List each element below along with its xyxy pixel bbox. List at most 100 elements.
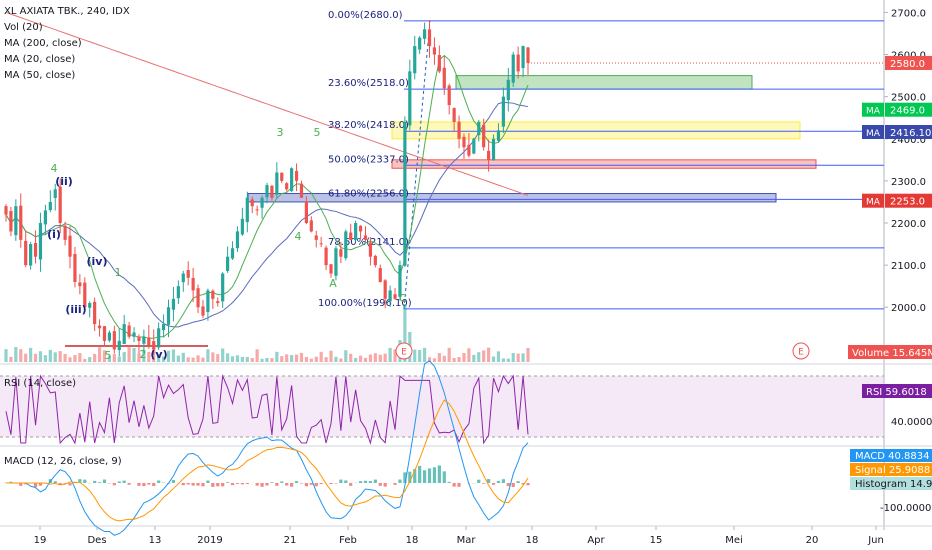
candle-body xyxy=(422,29,427,39)
macd-hist-bar xyxy=(511,483,515,487)
macd-hist-bar xyxy=(501,479,505,483)
price-tick-label: 2100.0 xyxy=(891,261,926,272)
macd-hist-bar xyxy=(452,483,456,487)
time-tick-label: 18 xyxy=(406,535,419,546)
candle-body xyxy=(299,183,304,198)
macd-hist-bar xyxy=(398,479,402,483)
candle-body xyxy=(235,231,240,249)
volume-bar xyxy=(462,353,466,362)
macd-tag-bg xyxy=(850,477,932,490)
macd-axis-label: -100.0000 xyxy=(880,503,931,514)
candle-body xyxy=(482,124,486,148)
ma50-tag-bg xyxy=(885,124,932,139)
macd-hist-bar xyxy=(181,483,185,486)
candle-body xyxy=(501,96,505,127)
candle-body xyxy=(107,332,112,341)
ma200-line xyxy=(5,11,529,196)
wave-label: (iii) xyxy=(65,303,86,316)
candle-body xyxy=(270,185,274,198)
volume-bar xyxy=(329,350,333,362)
macd-hist-bar xyxy=(314,483,318,487)
macd-hist-bar xyxy=(477,479,481,483)
wave-label: 1 xyxy=(115,266,122,279)
macd-hist-bar xyxy=(319,483,323,484)
volume-bar xyxy=(354,357,358,362)
candle-body xyxy=(142,336,146,344)
ma200-tag-prefix: MA xyxy=(866,198,881,208)
macd-hist-bar xyxy=(299,483,304,484)
macd-hist-bar xyxy=(344,480,348,483)
yellow-zone xyxy=(391,121,801,140)
candle-body xyxy=(447,85,451,106)
volume-bar xyxy=(137,353,141,362)
volume-bar xyxy=(319,351,323,362)
price-tick-label: 2500.0 xyxy=(891,93,926,104)
volume-bar xyxy=(472,354,476,362)
volume-bar xyxy=(482,350,486,362)
volume-bar xyxy=(422,347,427,362)
candle-body xyxy=(314,235,318,240)
candle-body xyxy=(161,324,166,331)
time-tick-label: 18 xyxy=(526,535,539,546)
candle-body xyxy=(457,121,461,139)
candle-body xyxy=(152,341,156,350)
candle-body xyxy=(250,199,254,207)
volume-bar xyxy=(107,355,112,362)
candle-body xyxy=(344,231,348,259)
candle-body xyxy=(112,331,116,350)
macd-hist-bar xyxy=(349,483,353,486)
macd-hist-bar xyxy=(196,483,200,486)
volume-bar xyxy=(432,358,437,362)
legend-rsi: RSI (14, close) xyxy=(4,378,77,389)
macd-hist-bar xyxy=(127,483,131,485)
candle-body xyxy=(413,46,417,74)
volume-bar xyxy=(388,347,392,362)
macd-hist-bar xyxy=(368,480,373,483)
last-price-bg xyxy=(885,55,932,70)
volume-bar xyxy=(309,358,313,362)
volume-bar xyxy=(516,353,520,362)
candle-body xyxy=(487,150,491,160)
candle-body xyxy=(506,79,510,101)
macd-line xyxy=(6,360,529,536)
candle-body xyxy=(117,340,121,351)
macd-hist-bar xyxy=(290,483,294,487)
candle-body xyxy=(176,286,180,299)
candle-body xyxy=(294,170,299,181)
volume-bar xyxy=(9,356,13,362)
volume-bar xyxy=(186,357,190,362)
fib-label: 78.60%(2141.0) xyxy=(328,237,409,248)
time-tick-label: Apr xyxy=(587,535,605,546)
macd-hist-bar xyxy=(491,483,496,485)
macd-hist-bar xyxy=(147,483,151,485)
candle-body xyxy=(97,325,102,329)
volume-bar xyxy=(161,356,166,362)
time-tick-label: 2019 xyxy=(197,535,222,546)
candle-body xyxy=(393,294,397,299)
candle-body xyxy=(324,247,328,266)
ma200-tag-bg xyxy=(885,193,932,208)
rsi-axis-label: 40.0000 xyxy=(891,417,932,428)
time-tick-label: 13 xyxy=(149,535,162,546)
volume-bar xyxy=(501,358,505,362)
macd-hist-bar xyxy=(58,483,62,485)
macd-hist-bar xyxy=(516,481,520,483)
macd-hist-bar xyxy=(304,483,308,487)
candle-body xyxy=(157,328,161,348)
time-tick-label: 19 xyxy=(34,535,47,546)
volume-bar xyxy=(29,347,33,362)
volume-bar xyxy=(255,349,259,362)
candle-body xyxy=(472,138,476,154)
macd-hist-bar xyxy=(102,479,107,483)
candle-body xyxy=(48,201,52,211)
volume-bar xyxy=(226,353,230,362)
candle-body xyxy=(216,301,220,304)
macd-hist-bar xyxy=(245,483,249,485)
volume-bar xyxy=(294,354,299,362)
rsi-tag: RSI 59.6018 xyxy=(866,387,927,398)
candle-body xyxy=(398,265,402,297)
signal-line xyxy=(6,399,529,522)
macd-hist-bar xyxy=(280,481,284,483)
volume-bar xyxy=(63,353,67,362)
